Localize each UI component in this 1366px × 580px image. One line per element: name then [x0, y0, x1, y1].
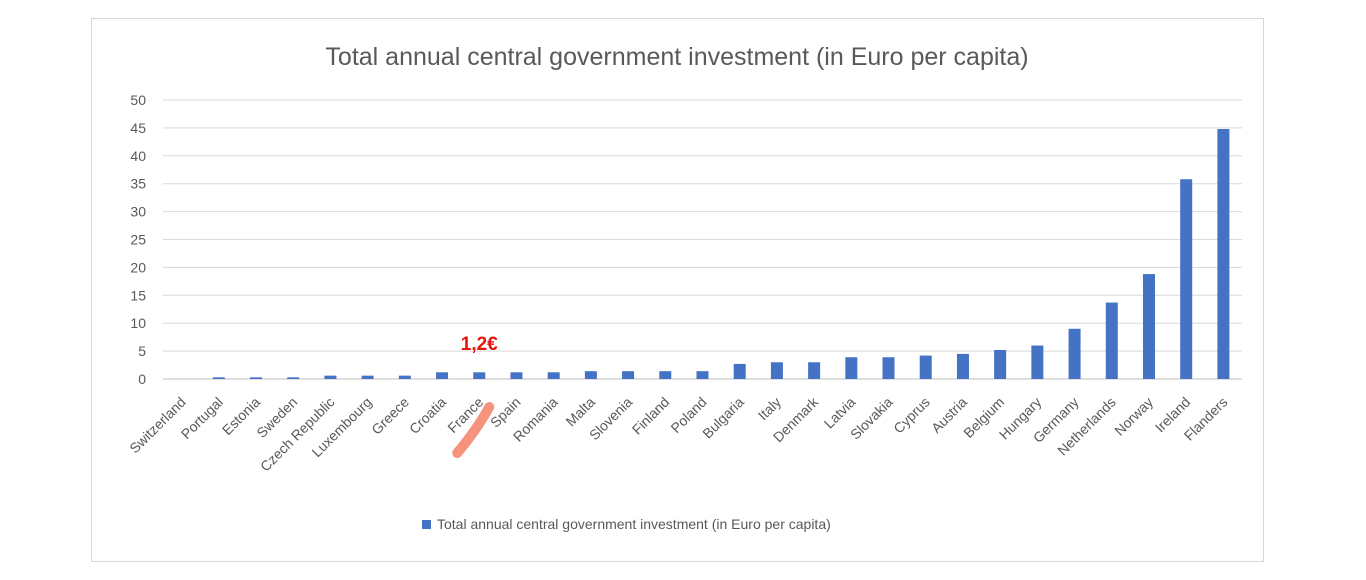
bar-bulgaria	[733, 363, 746, 379]
bar-ireland	[1180, 179, 1193, 379]
legend-label: Total annual central government investme…	[437, 516, 831, 532]
bar-slovakia	[882, 357, 895, 379]
bar-denmark	[808, 362, 821, 379]
y-tick-label: 50	[130, 92, 146, 108]
bar-sweden	[287, 377, 300, 379]
chart-title: Total annual central government investme…	[325, 43, 1028, 71]
bar-finland	[659, 371, 672, 379]
x-tick-label: Finland	[629, 394, 673, 438]
bar-austria	[956, 353, 969, 379]
bar-malta	[584, 371, 597, 379]
x-tick-label: Italy	[755, 394, 784, 423]
bar-flanders	[1217, 129, 1230, 379]
chart-frame: Total annual central government investme…	[91, 18, 1264, 562]
bar-chart: Total annual central government investme…	[126, 43, 1242, 532]
x-tick-label: Switzerland	[126, 394, 188, 456]
x-tick-label: Cyprus	[890, 394, 933, 437]
bar-romania	[547, 372, 560, 379]
bar-germany	[1068, 328, 1081, 379]
bar-france	[473, 372, 486, 379]
y-tick-label: 10	[130, 315, 146, 331]
bar-hungary	[1031, 345, 1044, 379]
bar-poland	[696, 371, 709, 379]
y-tick-label: 35	[130, 176, 146, 192]
x-tick-label: Bulgaria	[699, 394, 747, 442]
y-tick-label: 45	[130, 120, 146, 136]
bar-spain	[510, 372, 523, 379]
bar-cyprus	[919, 355, 932, 379]
y-tick-label: 25	[130, 232, 146, 248]
x-tick-label: Norway	[1111, 394, 1156, 439]
y-tick-label: 30	[130, 204, 146, 220]
legend-swatch	[422, 520, 431, 529]
x-tick-label: Portugal	[178, 394, 226, 442]
bar-greece	[398, 375, 411, 379]
y-tick-label: 40	[130, 148, 146, 164]
bar-estonia	[250, 377, 263, 379]
bar-portugal	[212, 377, 225, 379]
bar-luxembourg	[361, 375, 374, 379]
bar-italy	[770, 362, 783, 379]
bar-slovenia	[622, 371, 635, 379]
y-tick-label: 0	[138, 371, 146, 387]
highlight-stroke	[452, 402, 495, 458]
y-tick-label: 5	[138, 343, 146, 359]
y-tick-label: 15	[130, 287, 146, 303]
bar-netherlands	[1105, 302, 1118, 379]
bar-latvia	[845, 357, 858, 379]
y-tick-label: 20	[130, 259, 146, 275]
bar-croatia	[436, 372, 449, 379]
bar-czech-republic	[324, 375, 337, 379]
bar-norway	[1142, 274, 1155, 379]
annotation-label: 1,2€	[461, 334, 498, 355]
x-tick-label: Greece	[368, 394, 412, 438]
x-tick-label: Croatia	[406, 394, 449, 437]
bar-belgium	[994, 349, 1007, 379]
